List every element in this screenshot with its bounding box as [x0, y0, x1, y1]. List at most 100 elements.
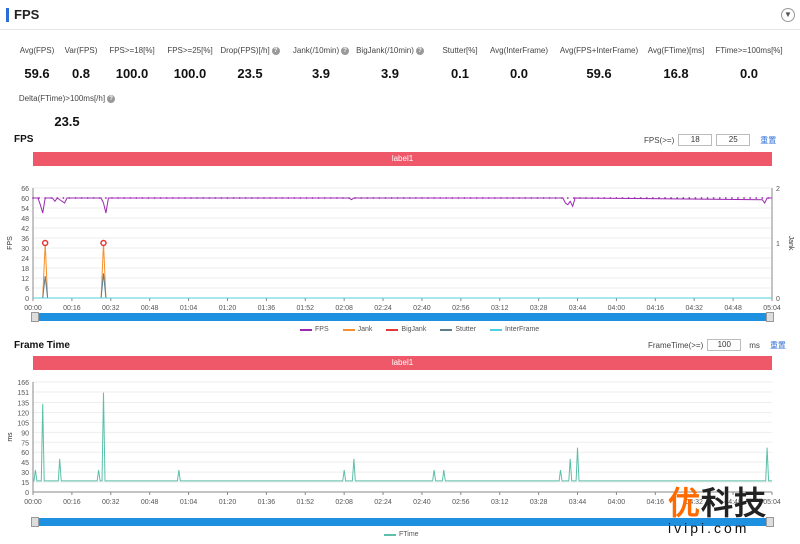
fps-point [214, 197, 217, 199]
legend-swatch [440, 328, 453, 331]
stat-value: 3.9 [311, 66, 331, 81]
fps-point [658, 197, 660, 199]
fps-point [208, 197, 211, 199]
collapse-icon[interactable]: ▼ [781, 8, 795, 22]
stat-item: FTime>=100ms[%] 0.0 [709, 40, 789, 81]
x-tick-label: 00:16 [63, 499, 81, 506]
x-tick-label: 00:48 [141, 499, 159, 506]
help-icon[interactable]: ? [271, 46, 280, 55]
fps-point [487, 197, 490, 199]
y-tick-label: 30 [21, 470, 29, 477]
legend-item[interactable]: Stutter [440, 326, 476, 333]
fps-point [645, 197, 648, 199]
y-tick-label: 54 [21, 206, 29, 213]
stat-label: Var(FPS) [65, 46, 98, 55]
stat-item: FPS>=18[%] 100.0 [92, 40, 172, 81]
accent-bar [6, 8, 9, 22]
x-tick-label: 03:28 [530, 305, 548, 312]
fps-point [317, 197, 320, 199]
fps-reset-link[interactable]: 重置 [760, 135, 777, 145]
legend-label: Stutter [455, 326, 476, 333]
fps-slider-left-handle[interactable] [31, 312, 39, 322]
fps-point [111, 197, 113, 199]
fps-point [506, 197, 508, 199]
fps-point [651, 197, 654, 199]
y-tick-label: 30 [21, 246, 29, 253]
stat-value: 59.6 [586, 66, 612, 81]
x-tick-label: 00:32 [102, 305, 120, 312]
watermark-cn-first: 优 [668, 485, 702, 521]
y-tick-label: 90 [21, 430, 29, 437]
fps-point [190, 197, 192, 199]
x-tick-label: 05:04 [763, 499, 781, 506]
x-tick-label: 02:56 [452, 305, 470, 312]
stat-label: Stutter[%] [442, 46, 477, 55]
fps-point [700, 197, 703, 199]
y-tick-label: 166 [17, 380, 29, 387]
x-tick-label: 03:12 [491, 305, 509, 312]
fps-point [761, 197, 764, 199]
x-tick-label: 01:20 [219, 305, 237, 312]
jank-series-line [42, 242, 107, 299]
stat-value: 0.0 [739, 66, 759, 81]
fps-point [92, 197, 95, 199]
x-tick-label: 04:48 [724, 305, 742, 312]
legend-item[interactable]: FTime [384, 531, 419, 538]
fps-zoom-slider[interactable] [31, 312, 774, 322]
x-tick-label: 04:00 [608, 499, 626, 506]
fps-point [354, 197, 356, 199]
fps-point [342, 197, 344, 199]
frametime-zoom-slider[interactable] [31, 517, 774, 527]
legend-item[interactable]: InterFrame [489, 326, 539, 333]
x-tick-label: 03:44 [569, 305, 587, 312]
fps-point [159, 197, 162, 199]
x-tick-label: 01:52 [296, 305, 314, 312]
fps-point [238, 197, 241, 199]
frametime-slider-left-handle[interactable] [31, 517, 39, 527]
fps-point [463, 197, 466, 199]
help-icon[interactable]: ? [107, 94, 116, 103]
legend-item[interactable]: BigJank [386, 326, 426, 333]
fps-point [749, 197, 752, 199]
help-icon[interactable]: ? [341, 46, 350, 55]
fps-point [256, 197, 259, 199]
fps-point [141, 197, 144, 199]
help-icon[interactable]: ? [415, 46, 424, 55]
legend-swatch [300, 328, 312, 331]
fps-point [591, 197, 594, 199]
frametime-reset-link[interactable]: 重置 [769, 340, 786, 350]
fps-point [433, 197, 436, 199]
legend-item[interactable]: Jank [342, 326, 372, 333]
stat-value: 100.0 [173, 66, 207, 81]
fps-point [664, 197, 666, 199]
y-tick-label: 12 [21, 276, 29, 283]
fps-point [724, 197, 727, 199]
frametime-slider-right-handle[interactable] [766, 517, 774, 527]
fps-point [518, 197, 521, 199]
x-tick-label: 02:56 [452, 499, 470, 506]
frametime-threshold-input[interactable]: 100 [707, 339, 742, 351]
fps-point [86, 197, 89, 199]
fps-point [743, 197, 745, 199]
fps-slider-right-handle[interactable] [766, 312, 774, 322]
fps-threshold-input-1[interactable]: 18 [678, 134, 713, 146]
y-tick-label: 48 [21, 216, 29, 223]
x-tick-label: 00:00 [24, 305, 42, 312]
legend-item[interactable]: FPS [300, 326, 329, 333]
fps-legend: FPS Jank BigJank Stutter InterFrame [300, 326, 539, 333]
watermark-cn-rest: 科技 [701, 485, 768, 521]
frametime-legend: FTime [384, 531, 419, 538]
fps-point [402, 197, 405, 199]
x-tick-label: 02:08 [335, 499, 353, 506]
fps-point [117, 197, 119, 199]
fps-threshold-input-2[interactable]: 25 [716, 134, 751, 146]
fps-point [427, 197, 429, 199]
fps-chart-title: FPS [14, 134, 34, 145]
fps-point [135, 197, 138, 199]
x-tick-label: 04:16 [647, 305, 665, 312]
fps-point [80, 197, 83, 199]
fps-point [250, 197, 253, 199]
stat-label-text: Delta(FTime)>100ms[/h] [18, 94, 106, 103]
fps-point [360, 197, 363, 199]
